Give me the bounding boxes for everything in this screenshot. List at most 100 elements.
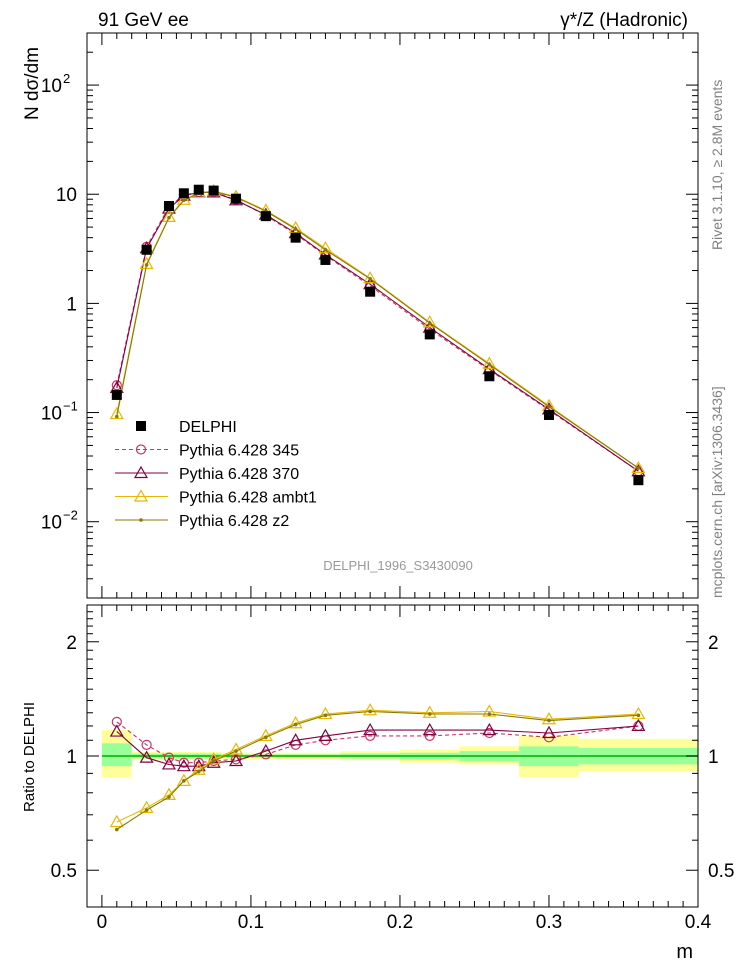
- ratio-line-p370: [116, 725, 639, 767]
- ratio-band-inner: [101, 743, 132, 767]
- y-tick-label: 10: [41, 76, 62, 97]
- data-point: [141, 244, 152, 255]
- ratio-y-tick-label-right: 1: [708, 747, 719, 768]
- data-point: [163, 201, 174, 212]
- data-point: [193, 184, 204, 195]
- x-tick-label: 0: [97, 912, 108, 933]
- ratio-point-ambt1: [139, 800, 154, 813]
- series-point-z2: [487, 362, 492, 367]
- data-point: [208, 185, 219, 196]
- y-tick-label: 1: [66, 294, 77, 315]
- ratio-point-p370: [482, 722, 497, 736]
- ratio-point-z2: [115, 827, 119, 832]
- data-point: [424, 329, 435, 340]
- ratio-y-tick-label-left: 2: [66, 633, 77, 654]
- ratio-point-z2: [144, 808, 149, 812]
- header-left: 91 GeV ee: [98, 10, 189, 31]
- series-point-z2: [636, 466, 641, 470]
- series-point-p345: [111, 380, 122, 391]
- ratio-point-z2: [196, 769, 201, 774]
- ratio-y-tick-label-left: 1: [66, 747, 77, 768]
- ratio-point-ambt1: [541, 712, 557, 725]
- ratio-point-p345: [141, 739, 152, 750]
- ratio-point-ambt1: [228, 742, 244, 755]
- y-tick-label: 10: [41, 513, 62, 534]
- ratio-point-p370: [318, 728, 333, 741]
- main-ylabel: N dσ/dm: [22, 47, 43, 120]
- ratio-point-p370: [228, 753, 244, 767]
- series-point-ambt1: [422, 315, 437, 328]
- ratio-point-p370: [258, 743, 273, 757]
- series-point-z2: [323, 247, 328, 252]
- mcplots-label: mcplots.cern.ch [arXiv:1306.3436]: [709, 386, 725, 598]
- series-point-z2: [368, 276, 372, 281]
- y-tick-exponent: −2: [63, 508, 78, 523]
- y-tick-label: 10: [56, 185, 77, 206]
- series-point-ambt1: [161, 209, 176, 222]
- ratio-point-ambt1: [288, 716, 303, 729]
- data-point: [484, 371, 495, 382]
- ratio-point-ambt1: [482, 704, 497, 717]
- ratio-point-p345: [260, 749, 271, 760]
- data-point: [178, 188, 189, 199]
- ratio-point-p345: [365, 730, 376, 741]
- ratio-point-ambt1: [176, 773, 191, 786]
- ratio-point-p345: [193, 757, 204, 768]
- ratio-point-z2: [368, 709, 372, 714]
- rivet-label: Rivet 3.1.10, ≥ 2.8M events: [709, 80, 725, 250]
- data-point: [633, 475, 644, 486]
- ratio-y-tick-label-right: 2: [708, 633, 719, 654]
- data-point: [365, 286, 376, 297]
- series-point-ambt1: [631, 460, 646, 474]
- series-point-z2: [167, 215, 171, 220]
- series-line-p345: [116, 191, 639, 472]
- legend-label-p345: Pythia 6.428 345: [179, 443, 299, 460]
- ratio-point-p370: [422, 722, 437, 736]
- ratio-point-ambt1: [631, 706, 646, 720]
- data-point: [290, 232, 301, 243]
- ratio-point-p345: [178, 757, 189, 768]
- series-point-ambt1: [109, 406, 124, 420]
- x-tick-label: 0.2: [387, 912, 413, 933]
- ratio-point-ambt1: [109, 814, 124, 828]
- ratio-point-p370: [288, 733, 303, 746]
- ratio-point-z2: [547, 718, 551, 723]
- legend-marker-p345: [135, 444, 147, 455]
- ratio-y-tick-label-right: 0.5: [708, 861, 734, 882]
- ratio-point-p370: [631, 718, 646, 732]
- series-point-z2: [427, 321, 432, 325]
- ratio-point-z2: [427, 712, 432, 716]
- series-point-z2: [293, 227, 298, 231]
- legend-marker-p370: [133, 465, 149, 479]
- ratio-point-z2: [211, 759, 216, 763]
- ratio-point-z2: [636, 713, 641, 718]
- legend-label-ambt1: Pythia 6.428 ambt1: [179, 490, 317, 507]
- ratio-ylabel: Ratio to DELPHI: [21, 702, 38, 812]
- ratio-panel: 0 0.1 0.2 0.3 0.4 0.5 0.5 1 1 2 2: [51, 604, 734, 933]
- series-point-z2: [144, 263, 149, 267]
- data-point: [111, 389, 122, 400]
- legend: DELPHI Pythia 6.428 345 Pythia 6.428 370 Py…: [115, 419, 317, 530]
- ratio-point-z2: [487, 712, 492, 716]
- legend-label-p370: Pythia 6.428 370: [179, 466, 299, 483]
- header-right: γ*/Z (Hadronic): [560, 10, 688, 31]
- ratio-point-ambt1: [363, 703, 378, 716]
- ratio-point-ambt1: [422, 705, 437, 718]
- ratio-point-ambt1: [206, 752, 221, 765]
- ratio-point-z2: [323, 713, 328, 718]
- ratio-point-ambt1: [258, 728, 273, 741]
- ratio-point-z2: [167, 795, 171, 799]
- legend-label-z2: Pythia 6.428 z2: [179, 513, 289, 530]
- ratio-point-z2: [182, 779, 186, 783]
- ratio-point-ambt1: [318, 706, 333, 720]
- ratio-point-z2: [293, 722, 298, 727]
- y-tick-exponent: 2: [63, 71, 70, 86]
- ratio-y-tick-label-left: 0.5: [51, 861, 77, 882]
- x-tick-label: 0.3: [536, 912, 562, 933]
- analysis-watermark: DELPHI_1996_S3430090: [323, 558, 473, 573]
- x-tick-label: 0.1: [238, 912, 264, 933]
- data-point: [231, 193, 242, 204]
- data-point: [260, 211, 271, 222]
